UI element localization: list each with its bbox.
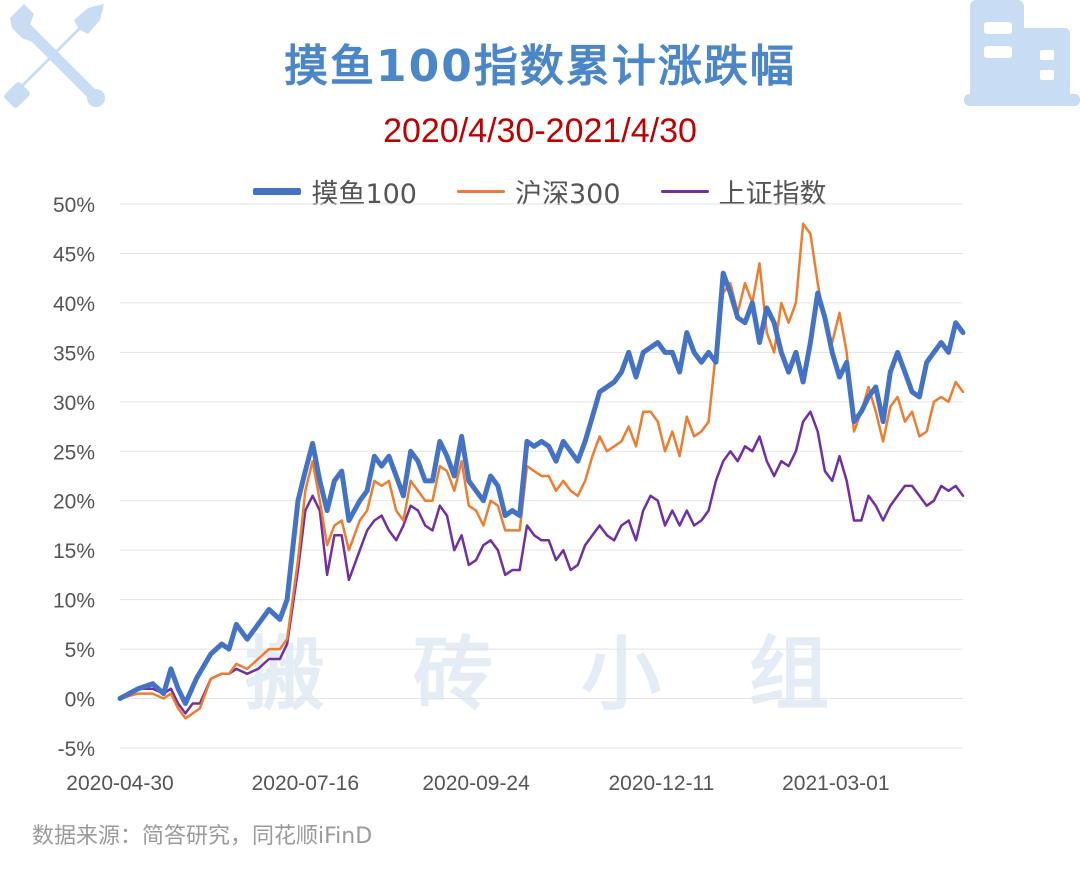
y-tick-label: 20% [53,491,95,514]
y-tick-label: 0% [65,689,95,712]
series-line-1 [118,222,965,720]
y-tick-label: 5% [65,639,95,662]
legend-item-hs300: 沪深300 [457,172,621,211]
y-tick-label: 10% [53,590,95,613]
legend-swatch-hs300 [457,190,505,193]
legend-swatch-shindex [660,190,709,193]
y-tick-label: 15% [53,540,95,563]
wrench-screwdriver-icon [4,4,105,108]
data-source-note: 数据来源：简答研究，同花顺iFinD [32,824,373,849]
x-tick-label: 2020-09-24 [422,772,530,795]
y-tick-label: 25% [53,441,95,464]
y-tick-label: 45% [53,243,95,266]
x-tick-label: 2020-12-11 [608,772,714,795]
chart-subtitle: 2020/4/30-2021/4/30 [383,112,697,150]
x-tick-label: 2020-04-30 [66,772,173,795]
legend-label-hs300: 沪深300 [515,179,621,210]
legend-item-moyu100: 摸鱼100 [253,172,417,211]
chart-title: 摸鱼100指数累计涨跌幅 [284,41,796,92]
legend-item-shindex: 上证指数 [660,172,827,211]
y-tick-label: 30% [53,392,95,415]
y-tick-label: 50% [53,194,95,217]
building-icon [964,0,1080,106]
y-tick-label: 40% [53,293,95,316]
x-tick-label: 2020-07-16 [252,772,359,795]
x-tick-label: 2021-03-01 [782,772,889,795]
legend-swatch-moyu100 [253,188,302,195]
legend-label-moyu100: 摸鱼100 [311,179,417,210]
series-line-0 [117,270,966,706]
y-tick-label: 35% [53,342,95,365]
watermark: 搬砖小组 [245,628,917,721]
chart-legend: 摸鱼100 沪深300 上证指数 [0,172,1080,211]
legend-label-shindex: 上证指数 [718,179,827,210]
y-tick-label: -5% [58,738,95,761]
